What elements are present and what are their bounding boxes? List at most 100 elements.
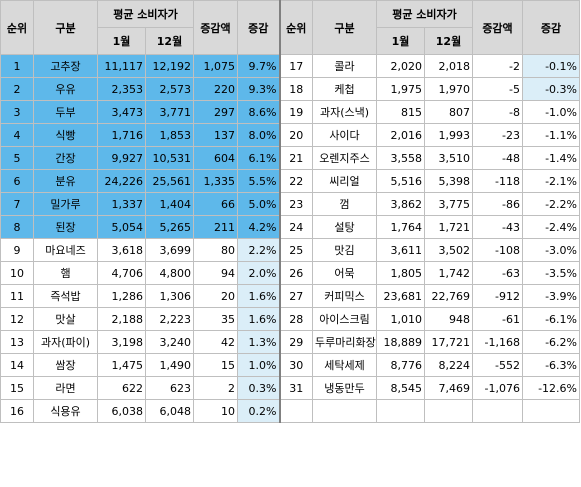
january-price-cell: 3,473: [97, 100, 146, 124]
january-price-cell: 1,716: [97, 123, 146, 147]
item-name-cell: 씨리얼: [312, 169, 377, 193]
change-percent-cell: [522, 399, 580, 423]
january-price-cell: 2,188: [97, 307, 146, 331]
table-row: 14 쌈장 1,475 1,490 15 1.0% 30 세탁세제 8,776 8,224 -552…: [0, 353, 580, 377]
change-percent-cell: -2.4%: [522, 215, 580, 239]
header-rank: 순위: [0, 0, 34, 55]
item-name-cell: 햄: [33, 261, 98, 285]
item-name-cell: 커피믹스: [312, 284, 377, 308]
header-change-amount: 증감액: [472, 0, 523, 55]
change-amount-cell: -118: [472, 169, 523, 193]
change-amount-cell: 10: [193, 399, 238, 423]
december-price-cell: 4,800: [145, 261, 194, 285]
january-price-cell: 3,611: [376, 238, 425, 262]
rank-cell: 5: [0, 146, 34, 170]
change-percent-cell: 1.0%: [237, 353, 280, 377]
change-amount-cell: -8: [472, 100, 523, 124]
change-percent-cell: 1.6%: [237, 284, 280, 308]
item-name-cell: 설탕: [312, 215, 377, 239]
january-price-cell: 8,776: [376, 353, 425, 377]
header-category: 구분: [33, 0, 98, 55]
january-price-cell: 1,805: [376, 261, 425, 285]
change-percent-cell: 0.2%: [237, 399, 280, 423]
item-name-cell: 사이다: [312, 123, 377, 147]
change-amount-cell: 1,335: [193, 169, 238, 193]
rank-cell: 12: [0, 307, 34, 331]
change-amount-cell: -23: [472, 123, 523, 147]
change-percent-cell: 2.0%: [237, 261, 280, 285]
rank-cell: 24: [278, 215, 313, 239]
change-amount-cell: 15: [193, 353, 238, 377]
item-name-cell: 세탁세제: [312, 353, 377, 377]
table-row: 5 간장 9,927 10,531 604 6.1% 21 오렌지주스 3,558 3,510 -4…: [0, 146, 580, 170]
header-january: 1월: [97, 27, 146, 55]
item-name-cell: 된장: [33, 215, 98, 239]
item-name-cell: 식용유: [33, 399, 98, 423]
rank-cell: 20: [278, 123, 313, 147]
header-january: 1월: [376, 27, 425, 55]
item-name-cell: 두루마리화장지: [312, 330, 377, 354]
december-price-cell: 5,265: [145, 215, 194, 239]
december-price-cell: 1,970: [424, 77, 473, 101]
change-amount-cell: 297: [193, 100, 238, 124]
january-price-cell: 5,054: [97, 215, 146, 239]
table-row: 2 우유 2,353 2,573 220 9.3% 18 케첩 1,975 1,970 -5 -0.3…: [0, 77, 580, 101]
rank-cell: 17: [278, 54, 313, 78]
change-amount-cell: -552: [472, 353, 523, 377]
table-row: 1 고추장 11,117 12,192 1,075 9.7% 17 콜라 2,020 2,018-…: [0, 54, 580, 78]
change-percent-cell: -1.4%: [522, 146, 580, 170]
december-price-cell: 3,771: [145, 100, 194, 124]
change-amount-cell: [472, 399, 523, 423]
header-row-2: 1월 12월 1월 12월: [1, 27, 580, 55]
rank-cell: 4: [0, 123, 34, 147]
change-percent-cell: 5.5%: [237, 169, 280, 193]
rank-cell: 25: [278, 238, 313, 262]
change-percent-cell: -6.2%: [522, 330, 580, 354]
january-price-cell: 8,545: [376, 376, 425, 400]
header-change-percent: 증감: [237, 0, 280, 55]
december-price-cell: 1,853: [145, 123, 194, 147]
rank-cell: 10: [0, 261, 34, 285]
december-price-cell: 10,531: [145, 146, 194, 170]
change-percent-cell: -1.0%: [522, 100, 580, 124]
table-row: 4 식빵 1,716 1,853 137 8.0% 20 사이다 2,016 1,993 -23 -1…: [0, 123, 580, 147]
change-amount-cell: 80: [193, 238, 238, 262]
rank-cell: [278, 399, 313, 423]
item-name-cell: 분유: [33, 169, 98, 193]
change-percent-cell: -0.1%: [522, 54, 580, 78]
item-name-cell: 오렌지주스: [312, 146, 377, 170]
item-name-cell: 우유: [33, 77, 98, 101]
december-price-cell: [424, 399, 473, 423]
change-amount-cell: -48: [472, 146, 523, 170]
header-rank: 순위: [278, 0, 313, 55]
change-amount-cell: -43: [472, 215, 523, 239]
change-percent-cell: 9.7%: [237, 54, 280, 78]
december-price-cell: 22,769: [424, 284, 473, 308]
rank-cell: 13: [0, 330, 34, 354]
header-avg-price: 평균 소비자가: [97, 0, 194, 28]
table-row: 7 밀가루 1,337 1,404 66 5.0% 23 껌 3,862 3,775 -86 -2.2…: [0, 192, 580, 216]
rank-cell: 16: [0, 399, 34, 423]
change-amount-cell: -1,168: [472, 330, 523, 354]
change-percent-cell: 6.1%: [237, 146, 280, 170]
change-amount-cell: -63: [472, 261, 523, 285]
change-amount-cell: -86: [472, 192, 523, 216]
table-row: 10 햄 4,706 4,800 94 2.0% 26 어묵 1,805 1,742 -63 -3.5…: [0, 261, 580, 285]
january-price-cell: 2,020: [376, 54, 425, 78]
december-price-cell: 5,398: [424, 169, 473, 193]
change-percent-cell: -2.2%: [522, 192, 580, 216]
change-percent-cell: -12.6%: [522, 376, 580, 400]
january-price-cell: 622: [97, 376, 146, 400]
january-price-cell: 2,353: [97, 77, 146, 101]
january-price-cell: [376, 399, 425, 423]
rank-cell: 9: [0, 238, 34, 262]
item-name-cell: 케첩: [312, 77, 377, 101]
change-amount-cell: -912: [472, 284, 523, 308]
december-price-cell: 1,404: [145, 192, 194, 216]
rank-cell: 15: [0, 376, 34, 400]
table-row: 16 식용유 6,038 6,048 10 0.2%: [0, 399, 580, 423]
rank-cell: 29: [278, 330, 313, 354]
december-price-cell: 6,048: [145, 399, 194, 423]
table-row: 13과자(파이)3,1983,240421.3%29두루마리화장지18,8891…: [0, 330, 580, 354]
january-price-cell: 23,681: [376, 284, 425, 308]
